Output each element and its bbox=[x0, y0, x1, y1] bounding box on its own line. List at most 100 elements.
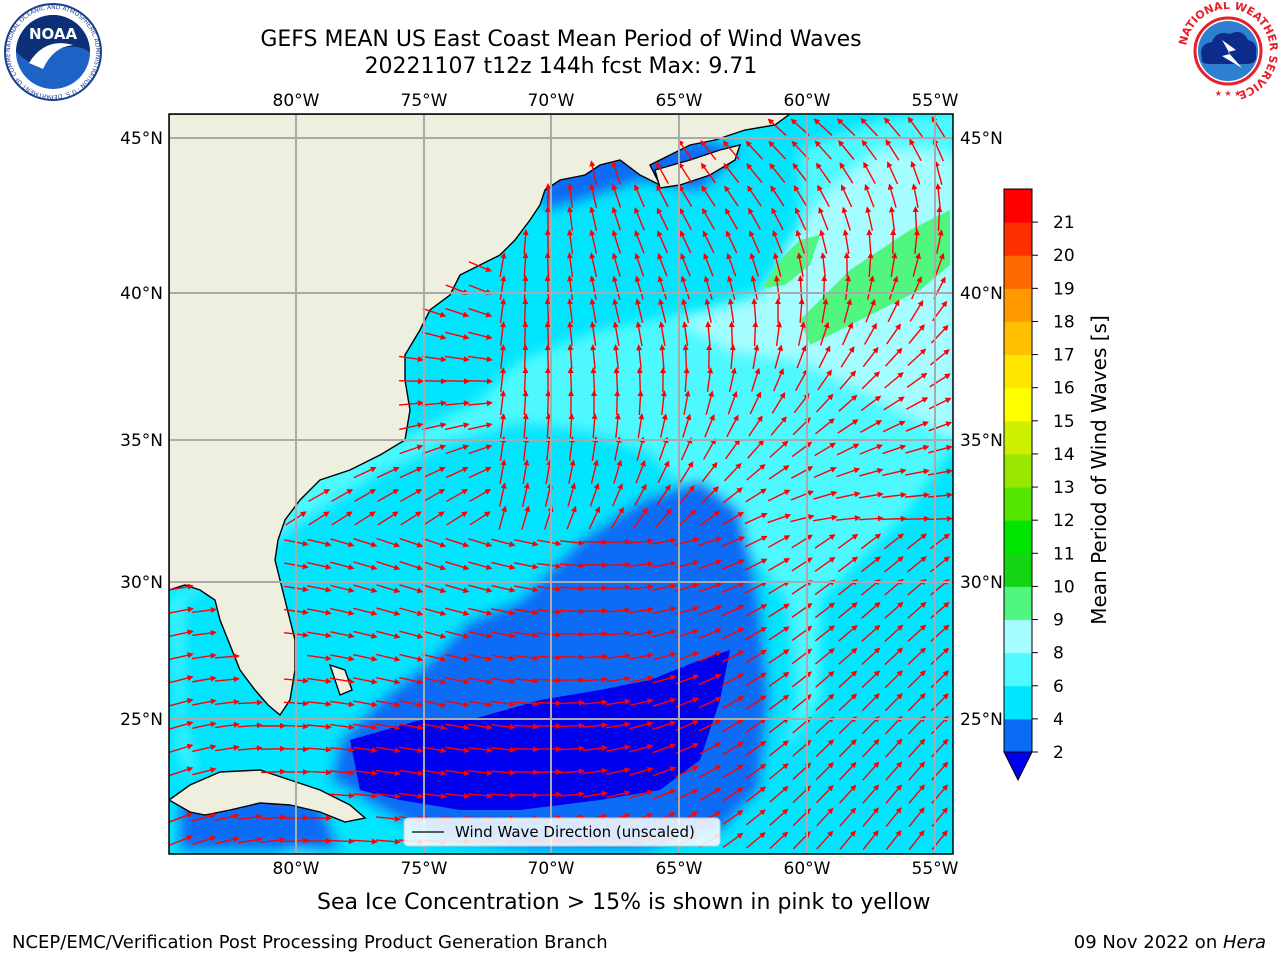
wave-direction-arrow bbox=[818, 206, 829, 231]
wave-direction-arrow bbox=[445, 584, 470, 594]
wave-direction-arrow bbox=[861, 371, 881, 390]
wave-direction-arrow bbox=[908, 807, 925, 827]
wave-direction-arrow bbox=[815, 393, 834, 413]
wave-direction-arrow bbox=[536, 608, 562, 615]
lon-label-bottom: 70°W bbox=[528, 859, 575, 879]
wave-direction-arrow bbox=[307, 608, 332, 616]
wave-direction-arrow bbox=[589, 206, 598, 231]
wave-direction-arrow bbox=[652, 583, 677, 591]
wave-direction-arrow bbox=[399, 653, 424, 662]
wave-direction-arrow bbox=[376, 700, 401, 708]
wave-direction-arrow bbox=[606, 721, 631, 729]
wave-direction-arrow bbox=[468, 444, 493, 455]
wave-direction-arrow bbox=[890, 252, 898, 277]
wave-direction-arrow bbox=[169, 652, 194, 661]
wave-direction-arrow bbox=[444, 792, 470, 799]
wave-direction-arrow bbox=[329, 838, 355, 845]
wave-direction-arrow bbox=[422, 466, 446, 479]
colorbar-tick-label: 16 bbox=[1053, 379, 1075, 399]
wave-direction-arrow bbox=[629, 744, 654, 753]
wave-direction-arrow bbox=[746, 463, 766, 481]
wave-direction-arrow bbox=[721, 604, 745, 617]
wave-direction-arrow bbox=[306, 769, 332, 776]
wave-direction-arrow bbox=[839, 784, 857, 804]
wave-direction-arrow bbox=[929, 373, 951, 388]
wave-direction-arrow bbox=[399, 466, 423, 479]
wave-direction-arrow bbox=[796, 344, 807, 369]
wave-direction-arrow bbox=[192, 675, 217, 683]
wave-direction-arrow bbox=[306, 837, 332, 844]
wave-direction-arrow bbox=[885, 738, 903, 758]
wave-direction-arrow bbox=[629, 698, 654, 707]
wave-direction-arrow bbox=[613, 344, 620, 370]
wave-direction-arrow bbox=[467, 769, 493, 776]
wave-direction-arrow bbox=[559, 654, 585, 661]
colorbar-tick-label: 13 bbox=[1053, 478, 1075, 498]
wave-direction-arrow bbox=[929, 556, 950, 573]
wave-direction-arrow bbox=[749, 252, 760, 277]
wave-direction-arrow bbox=[862, 346, 879, 368]
wave-direction-arrow bbox=[544, 229, 551, 255]
wave-direction-arrow bbox=[376, 723, 401, 731]
wave-direction-arrow bbox=[839, 370, 857, 390]
wave-direction-arrow bbox=[214, 676, 240, 683]
wave-direction-arrow bbox=[307, 654, 332, 662]
wave-direction-arrow bbox=[499, 275, 507, 300]
wave-direction-arrow bbox=[745, 740, 767, 756]
wave-direction-arrow bbox=[683, 367, 690, 393]
wave-direction-arrow bbox=[862, 761, 880, 781]
wave-direction-arrow bbox=[559, 631, 585, 638]
lat-label-left: 30°N bbox=[120, 573, 163, 593]
wave-direction-arrow bbox=[698, 696, 722, 709]
wave-direction-arrow bbox=[930, 624, 950, 642]
wave-direction-arrow bbox=[605, 630, 631, 637]
colorbar-cell bbox=[1004, 718, 1032, 753]
wave-direction-arrow bbox=[866, 229, 873, 255]
wave-direction-arrow bbox=[725, 230, 738, 254]
wave-direction-arrow bbox=[634, 207, 645, 231]
wave-direction-arrow bbox=[934, 252, 945, 277]
wave-direction-arrow bbox=[657, 460, 670, 484]
wave-direction-arrow bbox=[514, 631, 539, 639]
colorbar-cell bbox=[1004, 685, 1032, 720]
wave-direction-arrow bbox=[375, 838, 401, 845]
wave-direction-arrow bbox=[559, 585, 585, 592]
wave-direction-arrow bbox=[589, 298, 597, 323]
wave-direction-arrow bbox=[703, 252, 714, 277]
wave-direction-arrow bbox=[928, 468, 953, 476]
wave-direction-arrow bbox=[606, 744, 631, 752]
wave-direction-arrow bbox=[699, 765, 722, 778]
wave-direction-arrow bbox=[652, 720, 677, 731]
wave-direction-arrow bbox=[839, 830, 857, 850]
wave-direction-arrow bbox=[746, 163, 763, 184]
wave-direction-arrow bbox=[655, 508, 673, 528]
wave-direction-arrow bbox=[837, 556, 859, 573]
wave-direction-arrow bbox=[864, 183, 875, 208]
wave-direction-arrow bbox=[399, 537, 424, 548]
wave-direction-arrow bbox=[698, 559, 723, 570]
colorbar-tick-label: 4 bbox=[1053, 710, 1064, 730]
wave-direction-arrow bbox=[308, 511, 330, 526]
wave-direction-arrow bbox=[522, 298, 529, 324]
wave-direction-arrow bbox=[192, 698, 217, 706]
wave-direction-arrow bbox=[559, 676, 585, 683]
colorbar-tick-label: 14 bbox=[1053, 445, 1075, 465]
wave-direction-arrow bbox=[591, 390, 598, 416]
wave-direction-arrow bbox=[634, 483, 647, 507]
wave-direction-arrow bbox=[353, 561, 378, 571]
wave-direction-arrow bbox=[376, 607, 401, 617]
wave-direction-arrow bbox=[749, 230, 761, 254]
wave-direction-arrow bbox=[590, 367, 597, 393]
wave-direction-arrow bbox=[423, 489, 446, 503]
wave-direction-arrow bbox=[797, 275, 804, 301]
wave-direction-arrow bbox=[745, 763, 767, 780]
wave-direction-arrow bbox=[513, 792, 539, 799]
wave-direction-arrow bbox=[840, 346, 855, 368]
wave-direction-arrow bbox=[522, 390, 529, 416]
wave-direction-arrow bbox=[611, 183, 622, 208]
wave-direction-arrow bbox=[590, 344, 597, 370]
map-frame bbox=[168, 113, 954, 855]
wave-direction-arrow bbox=[863, 322, 877, 345]
wave-direction-arrow bbox=[566, 275, 574, 300]
wave-direction-arrow bbox=[793, 185, 808, 207]
